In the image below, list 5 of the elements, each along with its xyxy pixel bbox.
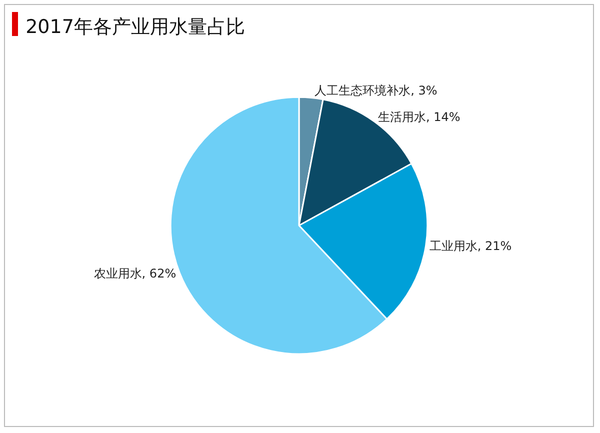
chart-title: 2017年各产业用水量占比 [26, 16, 245, 38]
slice-label: 人工生态环境补水, 3% [314, 84, 438, 98]
slice-label: 工业用水, 21% [429, 238, 512, 253]
slice-label: 生活用水, 14% [378, 110, 460, 124]
slice-label: 农业用水, 62% [94, 266, 176, 281]
